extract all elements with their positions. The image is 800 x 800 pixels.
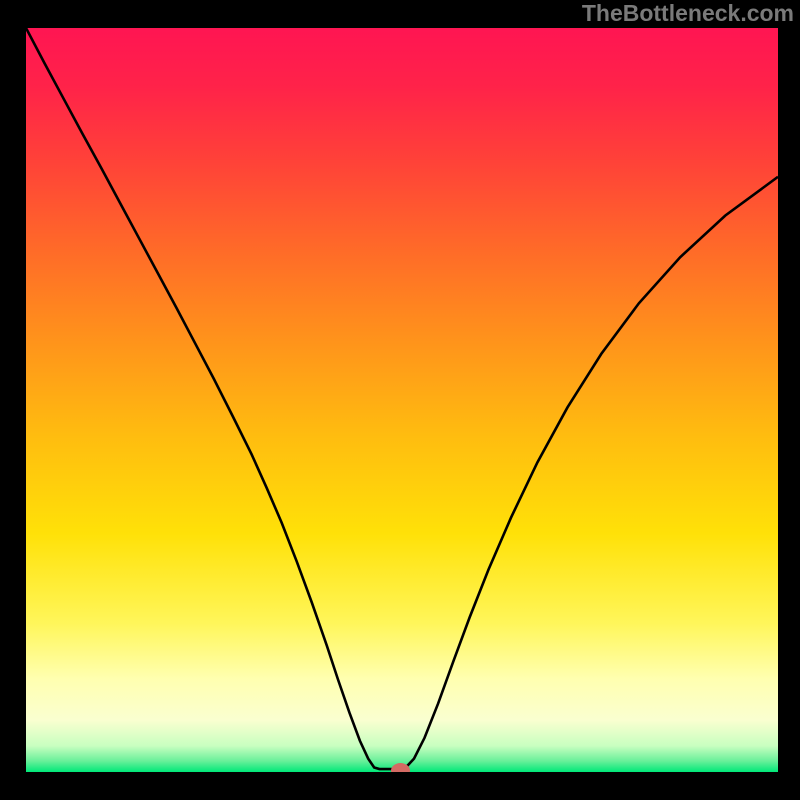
chart-frame: TheBottleneck.com bbox=[0, 0, 800, 800]
chart-svg bbox=[26, 28, 778, 772]
plot-area bbox=[26, 28, 778, 772]
gradient-background bbox=[26, 28, 778, 772]
watermark-label: TheBottleneck.com bbox=[582, 0, 794, 27]
